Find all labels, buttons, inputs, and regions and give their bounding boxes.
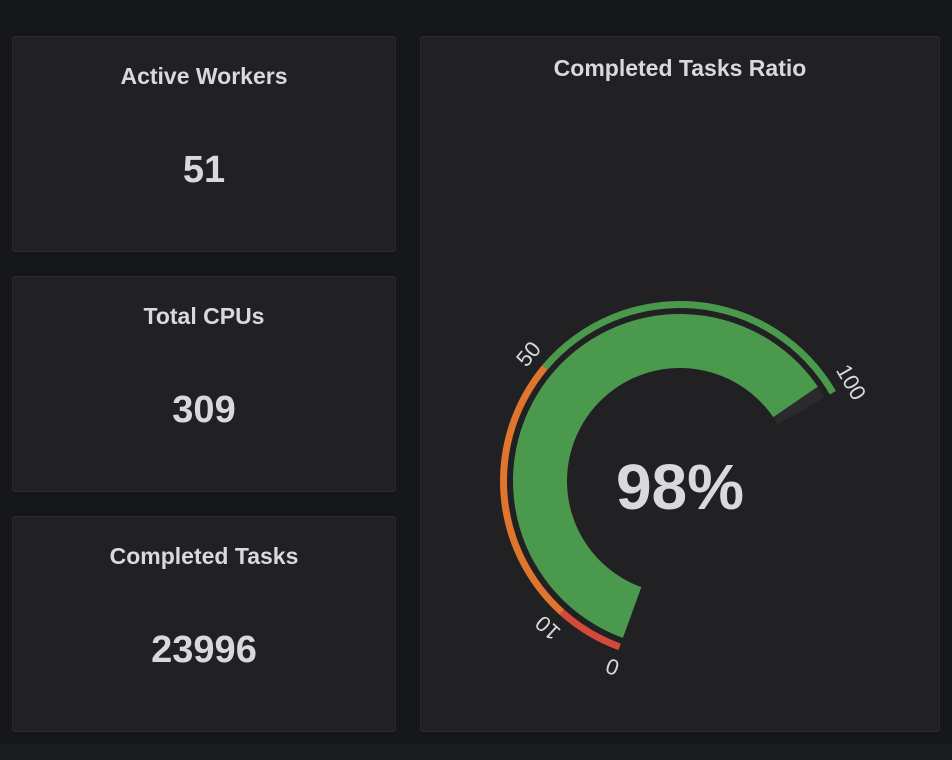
total-cpus-panel: Total CPUs 309 (12, 276, 396, 492)
active-workers-title[interactable]: Active Workers (120, 63, 288, 89)
gauge-chart: 0 10 50 100 98% (500, 300, 871, 681)
total-cpus-title[interactable]: Total CPUs (143, 303, 265, 329)
gauge-tick-50: 50 (511, 337, 546, 372)
gauge-fill (513, 314, 818, 638)
completed-tasks-ratio-title[interactable]: Completed Tasks Ratio (553, 55, 807, 81)
gauge-value: 98% (616, 451, 744, 523)
total-cpus-value: 309 (172, 389, 236, 431)
completed-tasks-panel: Completed Tasks 23996 (12, 516, 396, 732)
threshold-band-green (542, 300, 836, 395)
bottom-strip (0, 744, 952, 760)
completed-tasks-value: 23996 (151, 629, 257, 671)
active-workers-value: 51 (182, 149, 226, 191)
threshold-band-red (559, 609, 621, 651)
gauge-tick-10: 10 (530, 610, 565, 645)
gauge-tick-100: 100 (831, 360, 871, 404)
completed-tasks-ratio-panel: Completed Tasks Ratio 0 10 50 100 98% (420, 36, 940, 732)
threshold-band-orange (500, 365, 565, 615)
gauge-tick-0: 0 (602, 653, 622, 681)
active-workers-panel: Active Workers 51 (12, 36, 396, 252)
completed-tasks-title[interactable]: Completed Tasks (109, 543, 299, 569)
